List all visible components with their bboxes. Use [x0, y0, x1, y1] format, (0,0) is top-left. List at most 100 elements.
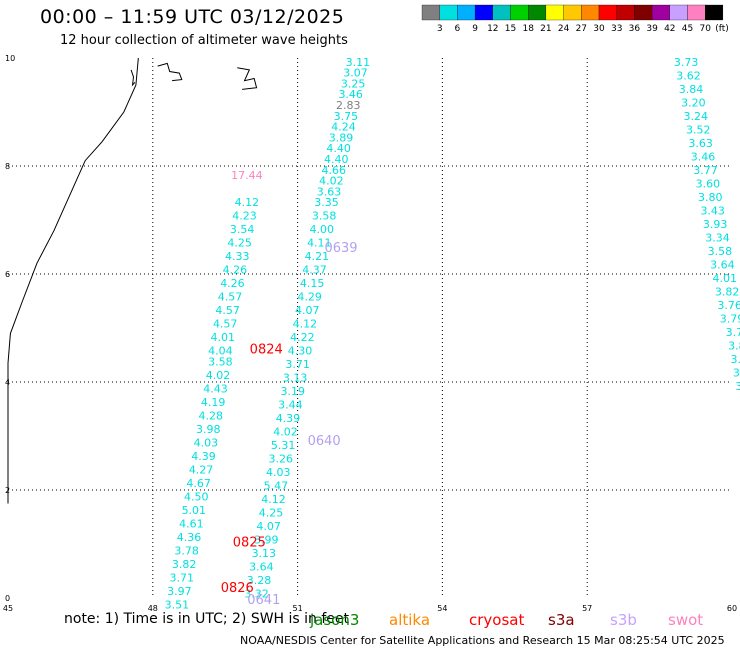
- grid-lines: [8, 58, 732, 598]
- swh-value: 3.46: [338, 88, 363, 101]
- x-tick-label: 45: [3, 604, 13, 613]
- swh-value: 3.13: [283, 372, 308, 385]
- swh-value: 3.34: [705, 231, 730, 244]
- colorbar-tick-label: 15: [505, 24, 516, 34]
- swh-value: 3.9: [730, 353, 740, 366]
- colorbar-swatch: [669, 4, 688, 21]
- track-label: 0640: [308, 434, 341, 449]
- swh-value: 3.97: [167, 585, 192, 598]
- colorbar-swatch: [634, 4, 653, 21]
- swh-value: 3.7: [726, 326, 740, 339]
- swh-value: 3.80: [698, 191, 723, 204]
- swh-value: 3.46: [691, 150, 716, 163]
- track-label: 0639: [324, 241, 357, 256]
- colorbar-tick-label: 21: [540, 24, 551, 34]
- swh-value: 4.21: [305, 250, 330, 263]
- swh-value: 4.57: [215, 304, 240, 317]
- swh-value: 4.36: [177, 531, 202, 544]
- track-label: 0825: [233, 535, 266, 550]
- colorbar-swatch: [616, 4, 635, 21]
- swh-value: 4.23: [232, 210, 257, 223]
- axis-ticks: 45 48 51 54 57 60 0 2 4 6 8 10: [3, 54, 737, 613]
- colorbar-tick-label: 39: [646, 24, 658, 34]
- swh-value: 4.07: [295, 304, 320, 317]
- swh-value: 3.77: [693, 164, 718, 177]
- colorbar-swatch: [598, 4, 617, 21]
- swh-value: 4.22: [290, 331, 315, 344]
- swh-value: 3.63: [688, 137, 713, 150]
- swh-value: 3.5: [733, 366, 740, 379]
- footer-note: note: 1) Time is in UTC; 2) SWH is in fe…: [64, 611, 350, 627]
- colorbar-swatch: [528, 4, 547, 21]
- swh-value: 4.33: [225, 250, 250, 263]
- swh-value: 4.26: [220, 277, 245, 290]
- swh-value: 4.07: [256, 520, 281, 533]
- track-label: 0641: [247, 593, 280, 608]
- swh-value: 3.28: [247, 574, 272, 587]
- y-tick-label: 6: [5, 270, 10, 279]
- colorbar-swatch: [563, 4, 582, 21]
- swh-value: 3.52: [686, 123, 711, 136]
- colorbar-tick-label: 9: [472, 24, 478, 34]
- swh-value: 3.78: [174, 544, 199, 557]
- colorbar-tick-label: 24: [558, 24, 570, 34]
- swh-value: 4.03: [194, 436, 219, 449]
- swh-value: 3.99: [254, 534, 279, 547]
- coastline-path: [7, 57, 139, 504]
- data-points: 3.113.073.253.462.833.754.243.894.404.40…: [165, 56, 740, 612]
- swh-value: 4.02: [319, 175, 344, 188]
- swh-value: 3.11: [346, 56, 371, 69]
- swh-value: 4.12: [235, 196, 260, 209]
- swh-value: 4.40: [324, 153, 349, 166]
- swh-value: 3.79: [720, 312, 740, 325]
- colorbar-swatch: [545, 4, 564, 21]
- island-outline: [130, 69, 136, 87]
- colorbar-swatch: [439, 4, 458, 21]
- swh-value: 3.84: [679, 83, 704, 96]
- colorbar-tick-label: 27: [576, 24, 587, 34]
- swh-value: 3.58: [708, 245, 733, 258]
- swh-value: 3.20: [681, 96, 706, 109]
- satellite-legend-item: altika: [389, 611, 431, 629]
- swh-value: 4.39: [191, 450, 216, 463]
- swh-value: 17.44: [231, 169, 263, 182]
- colorbar-tick-label: 6: [455, 24, 461, 34]
- chart-title: 00:00 – 11:59 UTC 03/12/2025: [40, 6, 345, 28]
- swh-value: 5.01: [182, 504, 207, 517]
- swh-value: 4.01: [713, 272, 738, 285]
- x-tick-label: 57: [582, 604, 592, 613]
- swh-value: 3.43: [700, 204, 725, 217]
- track-label: 0826: [221, 581, 254, 596]
- swh-value: 2.83: [336, 99, 361, 112]
- swh-value: 4.28: [198, 409, 223, 422]
- colorbar-tick-label: 3: [437, 24, 443, 34]
- x-tick-label: 48: [148, 604, 158, 613]
- colorbar-swatch: [421, 4, 440, 21]
- y-tick-label: 10: [5, 54, 15, 63]
- swh-value: 3.58: [312, 210, 337, 223]
- satellite-legend-item: cryosat: [469, 611, 525, 629]
- x-tick-label: 54: [437, 604, 447, 613]
- satellite-legend-item: jason3: [310, 611, 360, 629]
- colorbar-swatch: [492, 4, 511, 21]
- colorbar-tick-label: 18: [522, 24, 534, 34]
- swh-value: 3.82: [715, 285, 740, 298]
- colorbar-tick-label: 33: [611, 24, 622, 34]
- colorbar-swatch: [510, 4, 529, 21]
- swh-value: 5.31: [271, 439, 296, 452]
- swh-value: 3.60: [696, 177, 721, 190]
- colorbar-swatch: [474, 4, 493, 21]
- swh-value: 4.27: [189, 463, 214, 476]
- y-tick-label: 0: [5, 594, 10, 603]
- swh-value: 3.62: [676, 69, 701, 82]
- swh-value: 4.30: [288, 345, 313, 358]
- swh-value: 4.15: [300, 277, 325, 290]
- swh-value: 3.54: [230, 223, 255, 236]
- swh-value: 3.44: [278, 399, 303, 412]
- x-tick-label: 60: [727, 604, 737, 613]
- swh-value: 4.67: [186, 477, 211, 490]
- colorbar-swatch: [581, 4, 600, 21]
- y-tick-label: 4: [5, 378, 10, 387]
- coastline: [7, 57, 258, 504]
- swh-value: 4.02: [273, 426, 298, 439]
